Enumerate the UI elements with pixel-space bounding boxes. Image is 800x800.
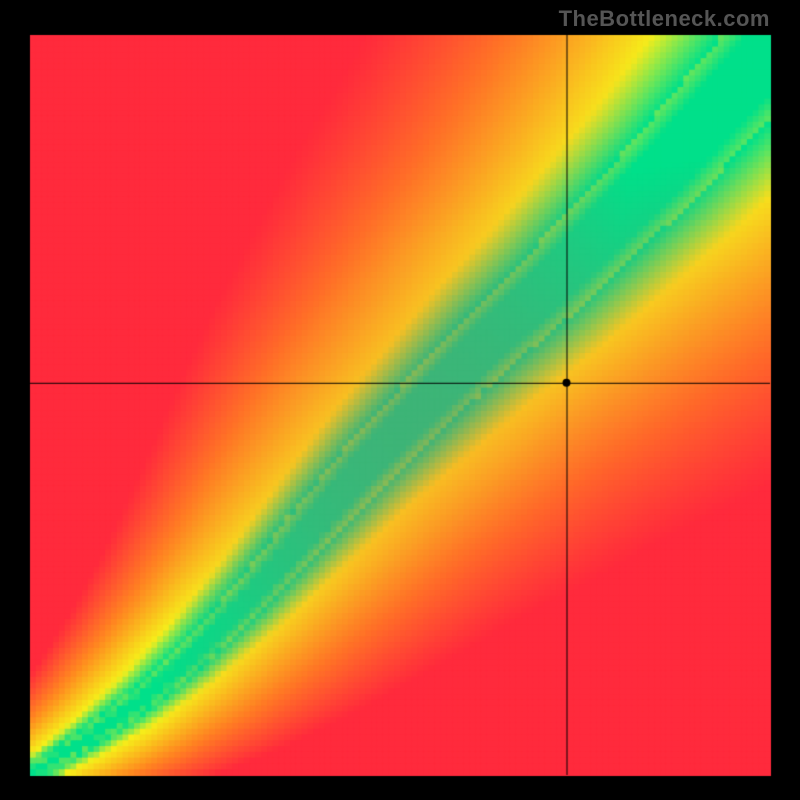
watermark-text: TheBottleneck.com	[559, 6, 770, 32]
bottleneck-heatmap	[0, 0, 800, 800]
figure-container: TheBottleneck.com	[0, 0, 800, 800]
